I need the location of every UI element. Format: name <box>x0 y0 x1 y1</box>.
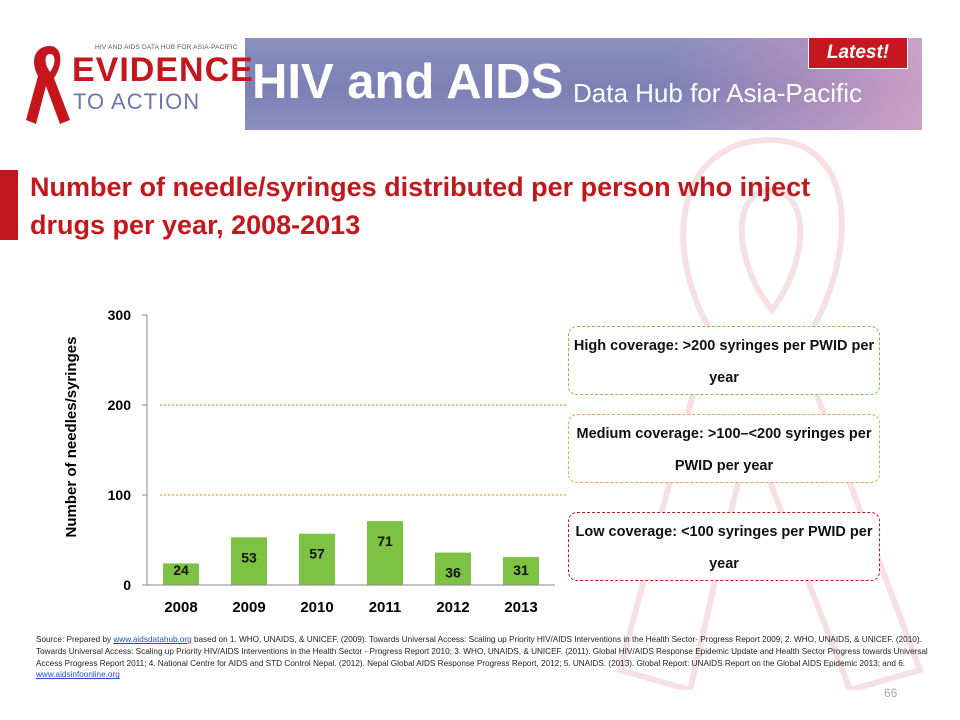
red-ribbon-icon <box>26 46 70 124</box>
aidsdatahub-link[interactable]: www.aidsdatahub.org <box>113 635 192 644</box>
low-coverage-box: Low coverage: <100 syringes per PWID per… <box>568 512 880 581</box>
latest-badge: Latest! <box>808 37 908 69</box>
source-prefix: Source: Prepared by <box>36 635 114 644</box>
source-body: based on 1. WHO, UNAIDS, & UNICEF. (2009… <box>36 635 928 668</box>
reference-lines <box>160 404 568 496</box>
x-tick-2010: 2010 <box>300 599 333 616</box>
y-tick-200: 200 <box>108 397 132 413</box>
y-tick-100: 100 <box>108 487 132 503</box>
banner-title: HIV and AIDS <box>252 55 564 109</box>
x-tick-2013: 2013 <box>504 599 537 616</box>
x-ticks: 2008 2009 2010 2011 2012 2013 <box>164 599 537 616</box>
page-number: 66 <box>884 686 898 700</box>
bar-2012 <box>434 552 472 585</box>
bar-2013 <box>502 557 540 585</box>
x-tick-2008: 2008 <box>164 599 197 616</box>
y-ticks: 0 100 200 300 <box>108 307 147 593</box>
bar-2011 <box>366 521 404 585</box>
data-label-2013: 31 <box>513 562 529 578</box>
x-tick-2012: 2012 <box>436 599 469 616</box>
medium-coverage-box: Medium coverage: >100–<200 syringes per … <box>568 414 880 483</box>
data-label-2012: 36 <box>445 565 461 581</box>
bar-2009 <box>230 537 268 585</box>
title-accent-bar <box>0 170 18 240</box>
data-label-2010: 57 <box>309 546 325 562</box>
data-label-2011: 71 <box>377 533 393 549</box>
logo-to-action: TO ACTION <box>73 89 201 114</box>
data-label-2008: 24 <box>173 562 189 578</box>
banner-subtitle: Data Hub for Asia-Pacific <box>573 78 863 108</box>
logo-topline: HIV AND AIDS DATA HUB FOR ASIA-PACIFIC <box>95 44 238 51</box>
y-tick-0: 0 <box>123 577 131 593</box>
source-note: Source: Prepared by www.aidsdatahub.org … <box>36 634 946 681</box>
data-labels: 24 53 57 71 36 31 <box>173 533 529 581</box>
page-title: Number of needle/syringes distributed pe… <box>30 172 811 240</box>
y-tick-300: 300 <box>108 307 132 323</box>
bar-2008 <box>162 563 200 585</box>
aidsinfoonline-link[interactable]: www.aidsinfoonline.org <box>36 670 120 680</box>
logo: HIV AND AIDS DATA HUB FOR ASIA-PACIFIC E… <box>0 38 253 130</box>
bar-chart: 0 100 200 300 2008 2009 2010 2011 2012 2013 24 53… <box>63 307 568 616</box>
y-axis-title: Number of needles/syringes <box>63 337 80 538</box>
data-label-2009: 53 <box>241 549 257 565</box>
bars <box>162 521 540 585</box>
bar-2010 <box>298 533 336 585</box>
header-banner: HIV AND AIDS DATA HUB FOR ASIA-PACIFIC E… <box>0 38 922 130</box>
logo-evidence: EVIDENCE <box>72 51 254 89</box>
high-coverage-box: High coverage: >200 syringes per PWID pe… <box>568 326 880 395</box>
x-tick-2011: 2011 <box>369 599 402 616</box>
x-tick-2009: 2009 <box>232 599 265 616</box>
